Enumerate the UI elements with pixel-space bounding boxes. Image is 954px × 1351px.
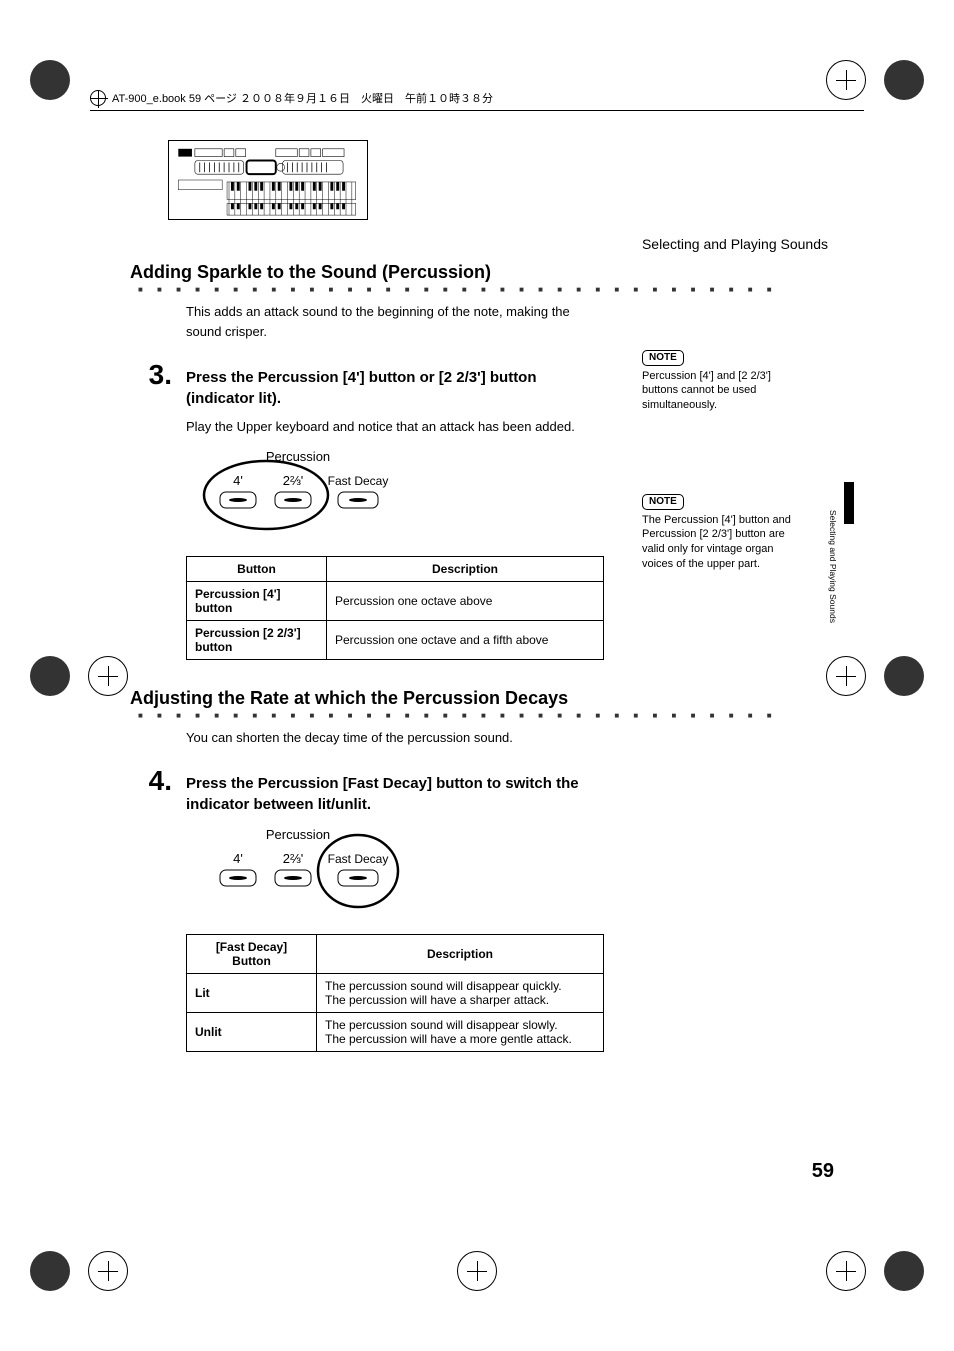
svg-text:2⅔': 2⅔' xyxy=(283,473,304,488)
table1-r1c2: Percussion one octave above xyxy=(327,581,604,620)
chapter-title: Selecting and Playing Sounds xyxy=(138,236,828,252)
table2-r1c2a: The percussion sound will disappear quic… xyxy=(325,979,562,993)
note2-text: The Percussion [4'] button and Percussio… xyxy=(642,513,807,572)
dotted-rule: ■ ■ ■ ■ ■ ■ ■ ■ ■ ■ ■ ■ ■ ■ ■ ■ ■ ■ ■ ■ … xyxy=(138,711,838,720)
table1-r2c1: Percussion [2 2/3'] button xyxy=(187,620,327,659)
panel-thumbnail xyxy=(168,140,368,220)
side-chapter-label: Selecting and Playing Sounds xyxy=(828,510,838,623)
step3-body: Play the Upper keyboard and notice that … xyxy=(186,417,596,437)
svg-text:4': 4' xyxy=(233,473,243,488)
table2-r1c1: Lit xyxy=(187,974,317,1013)
crop-mark-ml xyxy=(30,656,128,696)
table1-header-desc: Description xyxy=(327,556,604,581)
section1-title: Adding Sparkle to the Sound (Percussion) xyxy=(130,262,838,283)
step-number: 3. xyxy=(138,359,186,409)
note-1: NOTE Percussion [4'] and [2 2/3'] button… xyxy=(642,350,807,413)
table2-r1c2b: The percussion will have a sharper attac… xyxy=(325,993,549,1007)
crop-mark-mr xyxy=(826,656,924,696)
table2-r1c2: The percussion sound will disappear quic… xyxy=(317,974,604,1013)
page-content: Selecting and Playing Sounds Adding Spar… xyxy=(138,140,838,1052)
table2-header-desc: Description xyxy=(317,935,604,974)
table2-r2c2: The percussion sound will disappear slow… xyxy=(317,1013,604,1052)
page-number: 59 xyxy=(812,1160,834,1183)
table2-header-button: [Fast Decay] Button xyxy=(187,935,317,974)
svg-text:Percussion: Percussion xyxy=(266,827,330,842)
step-heading: Press the Percussion [4'] button or [2 2… xyxy=(186,359,596,409)
crop-mark-bl xyxy=(30,1251,128,1291)
table2-r2c2a: The percussion sound will disappear slow… xyxy=(325,1018,558,1032)
step-number: 4. xyxy=(138,765,186,815)
header-text: AT-900_e.book 59 ページ ２００８年９月１６日 火曜日 午前１０… xyxy=(112,90,493,106)
step-heading: Press the Percussion [Fast Decay] button… xyxy=(186,765,596,815)
section2-intro: You can shorten the decay time of the pe… xyxy=(186,728,596,748)
note1-text: Percussion [4'] and [2 2/3'] buttons can… xyxy=(642,369,807,414)
crop-mark-br xyxy=(826,1251,924,1291)
note-label: NOTE xyxy=(642,350,684,366)
table1-r1c1: Percussion [4'] button xyxy=(187,581,327,620)
section1-intro: This adds an attack sound to the beginni… xyxy=(186,302,596,341)
table2-r2c1: Unlit xyxy=(187,1013,317,1052)
page-header: AT-900_e.book 59 ページ ２００８年９月１６日 火曜日 午前１０… xyxy=(90,90,864,111)
edge-tab xyxy=(844,482,854,524)
crop-mark-bc xyxy=(457,1251,497,1291)
percussion-diagram-2: Percussion 4' 2⅔' Fast Decay xyxy=(198,825,838,920)
section2-title: Adjusting the Rate at which the Percussi… xyxy=(130,688,838,709)
table1-header-button: Button xyxy=(187,556,327,581)
step-4: 4. Press the Percussion [Fast Decay] but… xyxy=(138,765,838,815)
note-label: NOTE xyxy=(642,494,684,510)
crop-mark-tl xyxy=(30,60,70,100)
note-2: NOTE The Percussion [4'] button and Perc… xyxy=(642,494,807,572)
table2-r2c2b: The percussion will have a more gentle a… xyxy=(325,1032,572,1046)
svg-text:4': 4' xyxy=(233,851,243,866)
table-percussion-buttons: Button Description Percussion [4'] butto… xyxy=(186,556,604,660)
crosshair-icon xyxy=(90,90,106,106)
svg-text:Fast Decay: Fast Decay xyxy=(328,474,389,488)
svg-text:Fast Decay: Fast Decay xyxy=(328,852,389,866)
dotted-rule: ■ ■ ■ ■ ■ ■ ■ ■ ■ ■ ■ ■ ■ ■ ■ ■ ■ ■ ■ ■ … xyxy=(138,285,838,294)
table-fast-decay: [Fast Decay] Button Description Lit The … xyxy=(186,934,604,1052)
svg-text:2⅔': 2⅔' xyxy=(283,851,304,866)
table1-r2c2: Percussion one octave and a fifth above xyxy=(327,620,604,659)
